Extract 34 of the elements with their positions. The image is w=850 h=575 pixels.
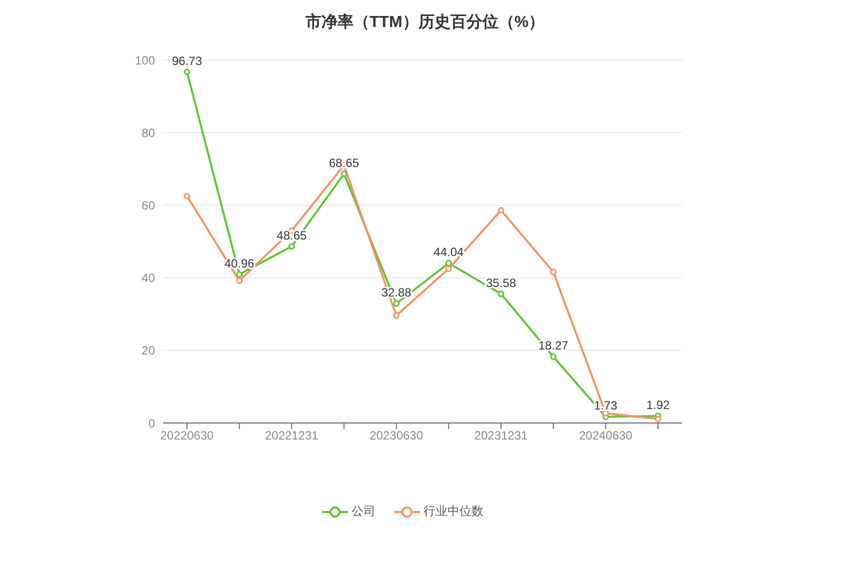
point <box>340 170 348 178</box>
y-tick-label: 40 <box>142 271 156 286</box>
legend-label: 行业中位数 <box>422 503 484 520</box>
point <box>393 312 400 319</box>
data-label: 44.04 <box>434 245 464 260</box>
x-tick-label: 20231231 <box>474 428 528 443</box>
chart-title: 市净率（TTM）历史百分位（%） <box>304 12 546 33</box>
point <box>445 265 452 272</box>
x-tick-label: 20240630 <box>578 428 633 443</box>
x-tick-label: 20220630 <box>160 428 214 443</box>
y-tick-label: 100 <box>134 53 156 68</box>
point <box>184 192 190 200</box>
data-label: 35.58 <box>486 276 516 290</box>
point <box>288 243 295 250</box>
legend-label: 公司 <box>350 503 376 520</box>
x-tick-label: 20221231 <box>264 428 319 443</box>
point <box>498 207 504 214</box>
data-label: 96.73 <box>172 54 202 68</box>
point <box>236 277 243 284</box>
point <box>654 416 662 422</box>
point <box>550 268 557 276</box>
point <box>236 271 243 278</box>
x-tick-label: 20230630 <box>370 428 424 443</box>
y-tick-label: 60 <box>142 198 156 212</box>
point <box>393 300 400 307</box>
data-label: 68.65 <box>328 156 360 170</box>
point <box>184 68 190 76</box>
y-tick-label: 0 <box>148 416 156 430</box>
point <box>550 353 557 360</box>
point <box>498 290 504 298</box>
point <box>445 260 452 266</box>
y-tick-label: 20 <box>142 344 156 358</box>
data-label: 1.92 <box>646 398 670 412</box>
y-tick-label: 80 <box>142 126 156 140</box>
